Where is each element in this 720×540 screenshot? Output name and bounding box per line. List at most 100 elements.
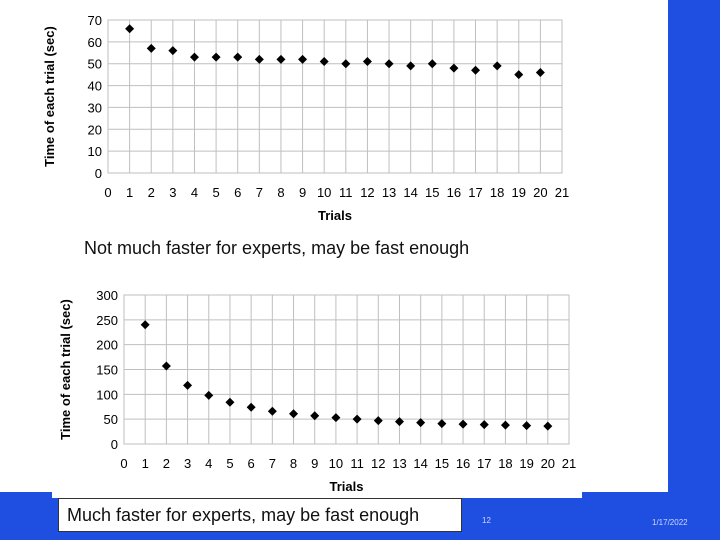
data-point xyxy=(319,57,329,67)
x-tick-label: 11 xyxy=(339,185,353,200)
data-point xyxy=(437,419,447,429)
x-tick-label: 3 xyxy=(184,456,191,471)
data-point xyxy=(225,397,235,407)
data-point xyxy=(254,54,264,64)
chart-top: 0 1 2 3 4 5 6 7 8 9 10 11 12 13 14 15 16 17 18 19 20 21010203… xyxy=(42,13,569,223)
y-tick-label: 50 xyxy=(88,57,102,72)
x-tick-label: 17 xyxy=(468,185,482,200)
x-tick-label: 1 xyxy=(126,185,133,200)
caption-bottom-box: Much faster for experts, may be fast eno… xyxy=(58,498,462,532)
x-tick-label: 18 xyxy=(490,185,504,200)
y-tick-label: 100 xyxy=(96,387,118,402)
y-tick-label: 0 xyxy=(111,437,118,452)
slide-date: 1/17/2022 xyxy=(652,518,688,527)
data-point xyxy=(471,65,481,75)
data-point xyxy=(492,61,502,71)
data-point xyxy=(168,46,178,56)
x-tick-label: 16 xyxy=(456,456,470,471)
x-tick-label: 15 xyxy=(425,185,439,200)
data-point xyxy=(310,411,320,421)
plot-area xyxy=(107,19,563,174)
y-tick-label: 200 xyxy=(96,338,118,353)
x-tick-label: 19 xyxy=(519,456,533,471)
x-tick-label: 10 xyxy=(329,456,343,471)
data-point xyxy=(233,52,243,62)
data-point xyxy=(298,54,308,64)
x-tick-label: 11 xyxy=(350,456,364,471)
data-point xyxy=(189,52,199,62)
y-tick-label: 40 xyxy=(88,79,102,94)
data-point xyxy=(246,402,256,412)
data-point xyxy=(479,420,489,430)
data-point xyxy=(211,52,221,62)
y-tick-label: 70 xyxy=(88,13,102,28)
x-tick-label: 5 xyxy=(212,185,219,200)
x-tick-label: 21 xyxy=(562,456,576,471)
y-tick-label: 20 xyxy=(88,122,102,137)
chart-panel-top: 0 1 2 3 4 5 6 7 8 9 10 11 12 13 14 15 16 17 18 19 20 21 0 10 20 3… xyxy=(40,0,580,240)
x-tick-label: 15 xyxy=(435,456,449,471)
data-point xyxy=(125,24,135,34)
x-tick-label: 6 xyxy=(248,456,255,471)
x-axis-title: Trials xyxy=(318,208,352,223)
x-tick-label: 2 xyxy=(163,456,170,471)
y-tick-label: 250 xyxy=(96,313,118,328)
chart-panel-bottom: 0 1 2 3 4 5 6 7 8 9 10 11 12 13 14 15 16 17 18 19 20 21 0 50 100… xyxy=(52,278,582,498)
data-point xyxy=(267,406,277,416)
caption-bottom: Much faster for experts, may be fast eno… xyxy=(67,505,420,525)
x-tick-label: 18 xyxy=(498,456,512,471)
x-tick-label: 8 xyxy=(290,456,297,471)
data-point xyxy=(522,421,532,431)
data-point xyxy=(276,54,286,64)
data-point xyxy=(331,413,341,423)
x-tick-label: 17 xyxy=(477,456,491,471)
caption-top: Not much faster for experts, may be fast… xyxy=(84,238,470,258)
data-point xyxy=(449,63,459,73)
y-tick-label: 0 xyxy=(95,166,102,181)
data-point xyxy=(352,414,362,424)
x-axis-title: Trials xyxy=(330,479,364,494)
data-point xyxy=(289,409,299,419)
data-point xyxy=(427,59,437,69)
y-tick-label: 30 xyxy=(88,100,102,115)
data-point xyxy=(341,59,351,69)
data-point xyxy=(183,380,193,390)
chart-bottom: 0 1 2 3 4 5 6 7 8 9 10 11 12 13 14 15 16 17 18 19 20 21050100… xyxy=(58,288,576,494)
x-tick-label: 8 xyxy=(277,185,284,200)
x-tick-label: 9 xyxy=(311,456,318,471)
x-tick-label: 0 xyxy=(120,456,127,471)
x-tick-label: 12 xyxy=(371,456,385,471)
x-tick-label: 21 xyxy=(555,185,569,200)
x-tick-label: 13 xyxy=(392,456,406,471)
y-axis-title: Time of each trial (sec) xyxy=(42,26,57,167)
data-point xyxy=(416,418,426,428)
x-tick-label: 5 xyxy=(226,456,233,471)
x-tick-label: 20 xyxy=(541,456,555,471)
right-accent-bar xyxy=(668,0,720,540)
x-tick-label: 12 xyxy=(360,185,374,200)
y-tick-label: 300 xyxy=(96,288,118,303)
data-point xyxy=(373,416,383,426)
data-point xyxy=(146,43,156,53)
x-tick-label: 0 xyxy=(104,185,111,200)
x-tick-label: 14 xyxy=(403,185,417,200)
page-number: 12 xyxy=(482,516,491,525)
y-tick-label: 10 xyxy=(88,144,102,159)
x-tick-label: 20 xyxy=(533,185,547,200)
data-point xyxy=(543,421,553,431)
x-tick-label: 6 xyxy=(234,185,241,200)
data-point xyxy=(384,59,394,69)
data-point xyxy=(500,420,510,430)
y-tick-label: 50 xyxy=(104,412,118,427)
x-tick-label: 7 xyxy=(256,185,263,200)
x-tick-label: 10 xyxy=(317,185,331,200)
data-point xyxy=(535,67,545,77)
x-tick-label: 2 xyxy=(148,185,155,200)
data-point xyxy=(140,320,150,330)
x-tick-label: 13 xyxy=(382,185,396,200)
x-tick-label: 4 xyxy=(205,456,212,471)
x-tick-label: 4 xyxy=(191,185,198,200)
data-point xyxy=(406,61,416,71)
data-point xyxy=(204,390,214,400)
data-point xyxy=(161,361,171,371)
